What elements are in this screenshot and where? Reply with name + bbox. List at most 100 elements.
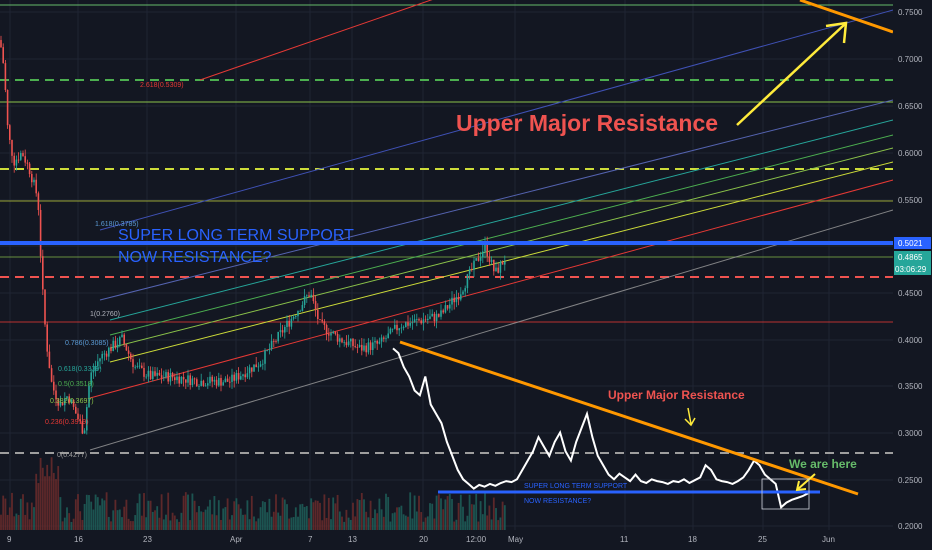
volume-bar [367,517,370,530]
volume-bar [72,518,75,530]
volume-bar [99,505,101,530]
candle-body [281,330,284,333]
candle-body [35,179,37,194]
volume-bar [382,516,385,530]
volume-bar [404,515,407,530]
candle-body [253,364,255,372]
volume-bar [479,501,482,530]
candle-body [174,377,176,381]
volume-bar [26,502,29,530]
volume-bar [46,464,49,530]
volume-bar [206,506,209,530]
candle-body [273,340,275,342]
volume-bar [462,506,464,530]
candle-body [105,353,108,357]
candle-body [284,327,286,333]
volume-bar [314,500,317,530]
volume-bar [363,499,365,530]
candle-body [88,385,90,408]
candle-body [68,396,70,403]
volume-bar [242,514,244,530]
fib-label-0236: 0.236(0.3919) [45,419,89,426]
price-tick: 0.2500 [898,476,923,485]
volume-bar [484,493,486,530]
volume-bar [424,517,427,530]
candle-body [46,324,48,352]
volume-bar [426,516,429,530]
candle-body [196,379,198,387]
candle-body [0,40,2,48]
candle-body [39,209,42,257]
volume-bar [402,514,405,530]
volume-bar [411,518,414,530]
volume-bar [440,498,442,530]
candle-body [310,294,312,297]
candle-body [209,376,211,384]
volume-bar [321,520,324,530]
price-tick: 0.7500 [898,8,923,17]
volume-bar [143,493,145,530]
candle-body [455,297,458,303]
volume-bar [250,495,253,530]
candle-body [178,376,180,384]
volume-bar [149,500,152,530]
volume-bar [189,520,192,530]
volume-bar [486,515,489,530]
volume-bar [160,494,163,530]
candle-body [266,350,268,351]
candle-body [169,373,172,382]
candles [0,35,506,435]
candle-body [215,379,218,386]
candle-body [482,251,484,258]
volume-bar [79,511,82,530]
volume-bar [154,510,156,530]
candle-body [427,318,429,321]
volume-bar [330,519,332,530]
volume-bar [33,507,35,530]
volume-bar [407,516,409,530]
volume-bar [283,499,286,530]
volume-bar [481,514,484,530]
candle-body [314,301,317,310]
candle-body [202,380,205,386]
volume-bar [422,521,425,530]
volume-bar [261,501,264,530]
volume-bar [90,501,93,530]
volume-bar [77,494,79,530]
candle-body [297,310,299,317]
candle-body [134,366,136,368]
inset-support-label-1: SUPER LONG TERM SUPPORT [524,483,628,490]
candle-body [292,316,295,319]
volume-bar [123,506,126,530]
candle-body [317,309,319,320]
volume-bar [195,512,198,530]
candle-body [457,297,460,300]
candle-body [26,162,29,164]
candle-body [306,295,308,297]
candle-body [42,256,44,290]
volume-bar [385,493,387,530]
volume-bar [429,503,431,530]
candle-body [50,368,53,382]
candle-body [235,373,238,381]
volume-bar [248,519,251,530]
candle-body [345,342,348,346]
candle-body [182,376,185,380]
volume-bar [376,513,379,530]
candle-body [352,338,354,347]
candle-body [158,372,161,376]
candle-body [405,322,407,328]
volume-bar [369,500,372,530]
svg-text:03:06:29: 03:06:29 [895,265,927,274]
candle-body [299,310,301,312]
candle-body [328,334,330,336]
volume-bar [121,517,123,530]
volume-bar [158,517,161,530]
candle-body [13,155,15,166]
volume-bar [299,504,302,530]
volume-bar [281,497,284,530]
volume-bar [96,497,99,530]
candle-body [336,333,339,342]
